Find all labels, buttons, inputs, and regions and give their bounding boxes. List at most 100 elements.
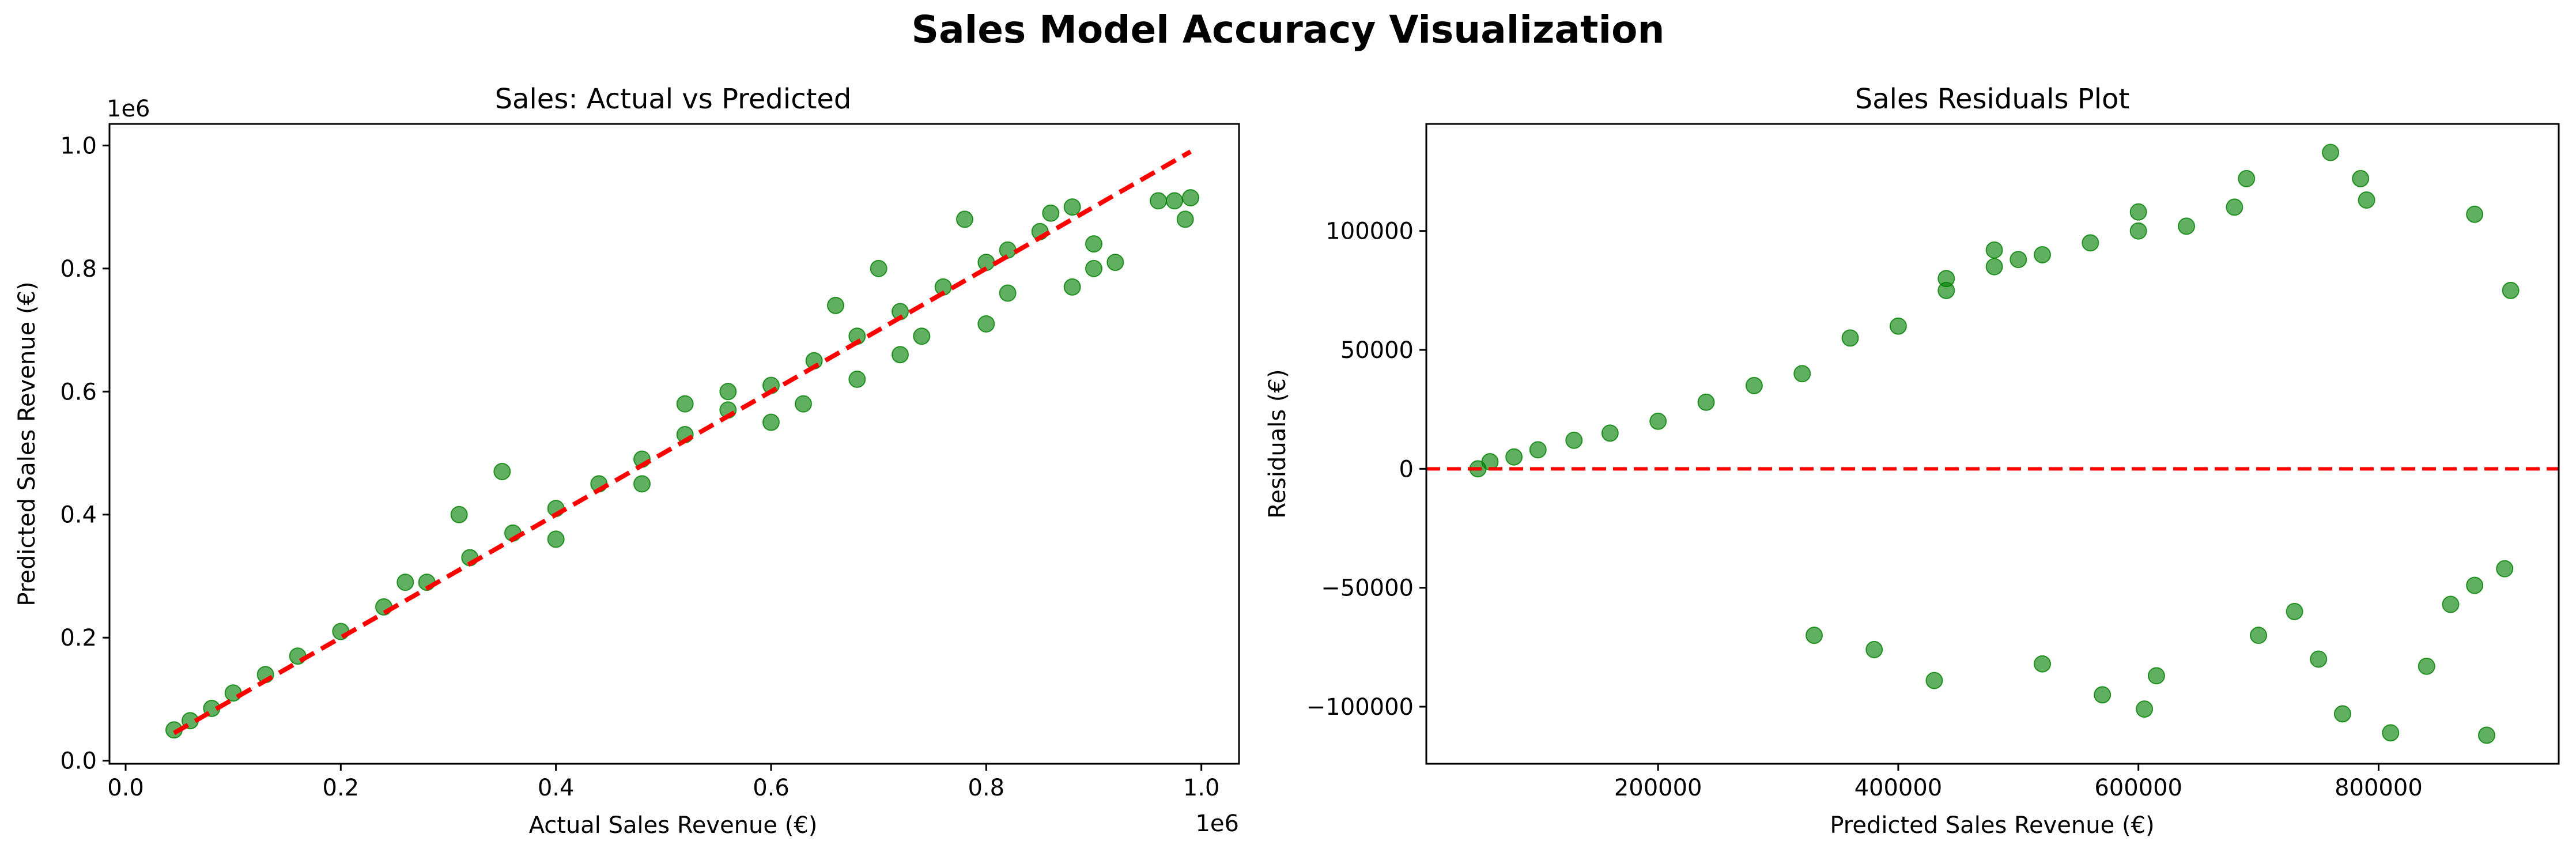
x-tick-label: 800000 bbox=[2335, 775, 2423, 801]
identity-line bbox=[173, 149, 1192, 736]
data-point bbox=[1889, 317, 1907, 335]
y-axis-offset-label: 1e6 bbox=[107, 96, 150, 122]
data-point bbox=[450, 506, 468, 523]
y-tick-label: 0.6 bbox=[60, 379, 97, 405]
x-tick-label: 400000 bbox=[1854, 775, 1943, 801]
y-tick-label: −50000 bbox=[1321, 575, 1414, 602]
data-point bbox=[1841, 329, 1859, 347]
data-point bbox=[1565, 431, 1583, 449]
data-point bbox=[1529, 441, 1547, 459]
scatter-points bbox=[165, 189, 1199, 739]
data-point bbox=[1865, 640, 1883, 658]
x-axis-label: Predicted Sales Revenue (€) bbox=[1830, 812, 2154, 839]
x-tick-label: 0.8 bbox=[968, 775, 1005, 801]
data-point bbox=[1806, 627, 1823, 644]
data-point bbox=[1649, 412, 1667, 430]
chart-actual-vs-predicted: 0.0 0.2 0.4 0.6 0.8 1.0 0.0 0.2 0.4 0.6 0.8 1.0 Sa… bbox=[14, 83, 1240, 839]
data-point bbox=[1042, 204, 1060, 222]
data-point bbox=[2094, 686, 2112, 704]
data-point bbox=[719, 383, 737, 401]
data-point bbox=[2147, 667, 2165, 685]
data-point bbox=[1106, 254, 1124, 271]
data-point bbox=[2310, 650, 2328, 668]
data-point bbox=[2033, 246, 2051, 263]
y-axis-label: Residuals (€) bbox=[1264, 369, 1291, 518]
x-tick-label: 0.6 bbox=[753, 775, 790, 801]
data-point bbox=[1985, 258, 2003, 276]
data-point bbox=[1937, 270, 1955, 288]
data-point bbox=[2238, 169, 2256, 187]
data-point bbox=[1182, 189, 1199, 207]
data-point bbox=[2466, 576, 2484, 594]
data-point bbox=[913, 327, 931, 345]
y-tick-label: 0.2 bbox=[60, 625, 97, 651]
data-point bbox=[1745, 376, 1763, 394]
y-tick-label: 0 bbox=[1399, 456, 1414, 482]
data-point bbox=[1925, 672, 1943, 689]
data-point bbox=[332, 623, 350, 640]
y-tick-label: 50000 bbox=[1340, 337, 1414, 364]
y-axis-label: Predicted Sales Revenue (€) bbox=[14, 281, 40, 606]
data-point bbox=[2358, 191, 2375, 209]
x-tick-label: 1.0 bbox=[1183, 775, 1220, 801]
data-point bbox=[870, 259, 887, 277]
data-point bbox=[2010, 251, 2027, 269]
y-tick-label: 0.0 bbox=[60, 748, 97, 775]
data-point bbox=[1085, 259, 1102, 277]
data-point bbox=[2496, 560, 2514, 578]
x-axis-offset-label: 1e6 bbox=[1195, 810, 1239, 837]
data-point bbox=[289, 647, 307, 665]
data-point bbox=[676, 395, 694, 413]
data-point bbox=[2178, 217, 2196, 235]
data-point bbox=[827, 296, 844, 314]
data-point bbox=[2477, 726, 2495, 744]
y-tick-label: −100000 bbox=[1306, 694, 1414, 721]
data-point bbox=[848, 370, 866, 388]
x-axis-ticks: 0.0 0.2 0.4 0.6 0.8 1.0 bbox=[107, 764, 1219, 801]
data-point bbox=[633, 475, 651, 493]
y-tick-label: 100000 bbox=[1325, 218, 1414, 245]
data-point bbox=[2382, 724, 2400, 742]
data-point bbox=[1793, 365, 1811, 383]
data-point bbox=[2129, 203, 2147, 221]
data-point bbox=[956, 210, 973, 228]
y-tick-label: 0.4 bbox=[60, 502, 97, 529]
data-point bbox=[493, 463, 511, 481]
data-point bbox=[1505, 448, 1523, 466]
x-tick-label: 600000 bbox=[2094, 775, 2182, 801]
data-point bbox=[999, 241, 1017, 259]
data-point bbox=[396, 574, 414, 591]
data-point bbox=[1985, 241, 2003, 259]
data-point bbox=[762, 413, 780, 431]
data-point bbox=[795, 395, 812, 413]
data-point bbox=[1601, 424, 1619, 442]
x-tick-label: 200000 bbox=[1614, 775, 1702, 801]
data-point bbox=[2082, 234, 2099, 252]
data-point bbox=[375, 598, 392, 616]
scatter-points bbox=[1469, 144, 2520, 744]
data-point bbox=[2502, 281, 2520, 299]
data-point bbox=[1697, 393, 1715, 411]
data-point bbox=[2129, 222, 2147, 240]
data-point bbox=[2250, 627, 2268, 644]
plot-frame bbox=[1425, 123, 2560, 765]
data-point bbox=[2418, 657, 2435, 675]
x-axis-label: Actual Sales Revenue (€) bbox=[529, 812, 818, 839]
y-axis-ticks: 0.0 0.2 0.4 0.6 0.8 1.0 bbox=[60, 133, 109, 775]
data-point bbox=[547, 530, 565, 548]
data-point bbox=[2442, 595, 2460, 613]
y-tick-label: 1.0 bbox=[60, 133, 97, 159]
data-point bbox=[2033, 655, 2051, 673]
data-point bbox=[2136, 700, 2154, 718]
data-point bbox=[1176, 210, 1194, 228]
data-point bbox=[977, 315, 995, 333]
figure-title: Sales Model Accuracy Visualization bbox=[912, 7, 1665, 52]
y-axis-ticks: −100000 −50000 0 50000 100000 bbox=[1306, 218, 1426, 721]
x-tick-label: 0.4 bbox=[538, 775, 575, 801]
chart-residuals: 200000 400000 600000 800000 −100000 −50000 0 5… bbox=[1264, 83, 2560, 839]
plot-frame bbox=[108, 123, 1240, 765]
y-tick-label: 0.8 bbox=[60, 256, 97, 282]
chart-title: Sales Residuals Plot bbox=[1855, 83, 2129, 115]
data-point bbox=[999, 284, 1017, 302]
